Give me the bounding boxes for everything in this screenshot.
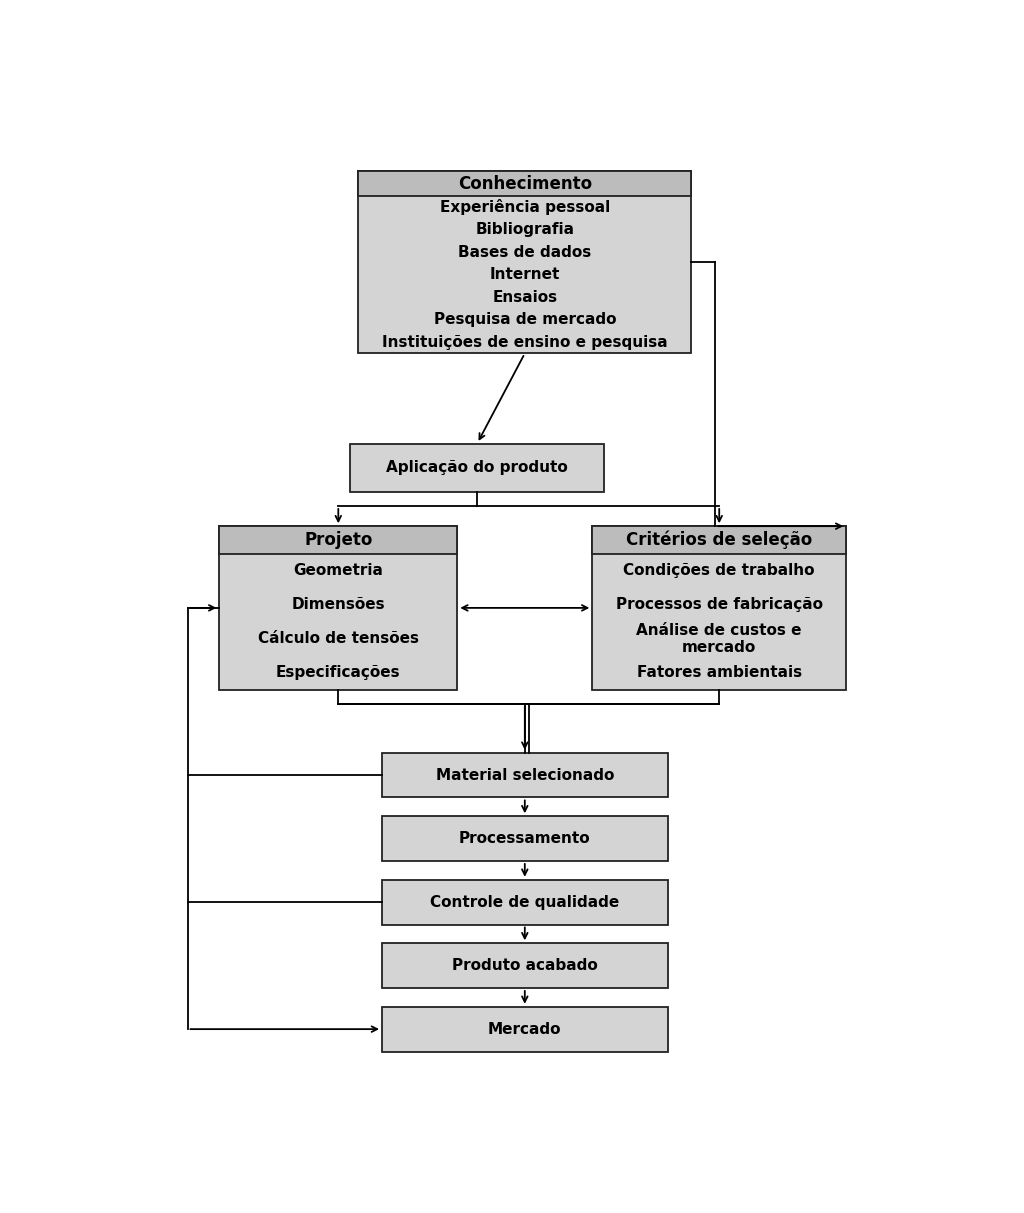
Text: Mercado: Mercado <box>488 1021 561 1037</box>
Text: Geometria: Geometria <box>293 563 383 579</box>
Text: Processos de fabricação: Processos de fabricação <box>615 597 822 613</box>
Text: Dimensões: Dimensões <box>292 597 385 613</box>
Text: Ensaios: Ensaios <box>493 290 557 304</box>
Text: Especificações: Especificações <box>276 665 400 680</box>
Bar <box>219 526 458 690</box>
Bar <box>382 1007 668 1052</box>
Text: Pesquisa de mercado: Pesquisa de mercado <box>433 312 616 328</box>
Text: Critérios de seleção: Critérios de seleção <box>626 531 812 549</box>
Text: Produto acabado: Produto acabado <box>452 958 598 973</box>
Bar <box>358 171 691 195</box>
Text: Conhecimento: Conhecimento <box>458 175 592 193</box>
Text: Projeto: Projeto <box>304 531 373 549</box>
Text: Cálculo de tensões: Cálculo de tensões <box>258 631 419 647</box>
Bar <box>350 444 604 492</box>
Text: Bases de dados: Bases de dados <box>458 245 592 260</box>
Text: Aplicação do produto: Aplicação do produto <box>386 460 568 475</box>
Bar <box>382 752 668 797</box>
Text: Bibliografia: Bibliografia <box>475 222 574 237</box>
Text: Processamento: Processamento <box>459 831 591 847</box>
Bar <box>219 526 458 554</box>
Text: Análise de custos e
mercado: Análise de custos e mercado <box>637 622 802 655</box>
Bar <box>382 944 668 989</box>
Text: Material selecionado: Material selecionado <box>435 768 614 782</box>
Text: Controle de qualidade: Controle de qualidade <box>430 895 620 910</box>
Bar <box>358 171 691 353</box>
Text: Internet: Internet <box>489 267 560 283</box>
Text: Instituições de ensino e pesquisa: Instituições de ensino e pesquisa <box>382 335 668 349</box>
Bar <box>592 526 846 554</box>
Bar <box>382 816 668 861</box>
Text: Fatores ambientais: Fatores ambientais <box>637 665 802 680</box>
Bar <box>382 879 668 924</box>
Bar <box>592 526 846 690</box>
Text: Condições de trabalho: Condições de trabalho <box>624 563 815 579</box>
Text: Experiência pessoal: Experiência pessoal <box>439 199 610 215</box>
